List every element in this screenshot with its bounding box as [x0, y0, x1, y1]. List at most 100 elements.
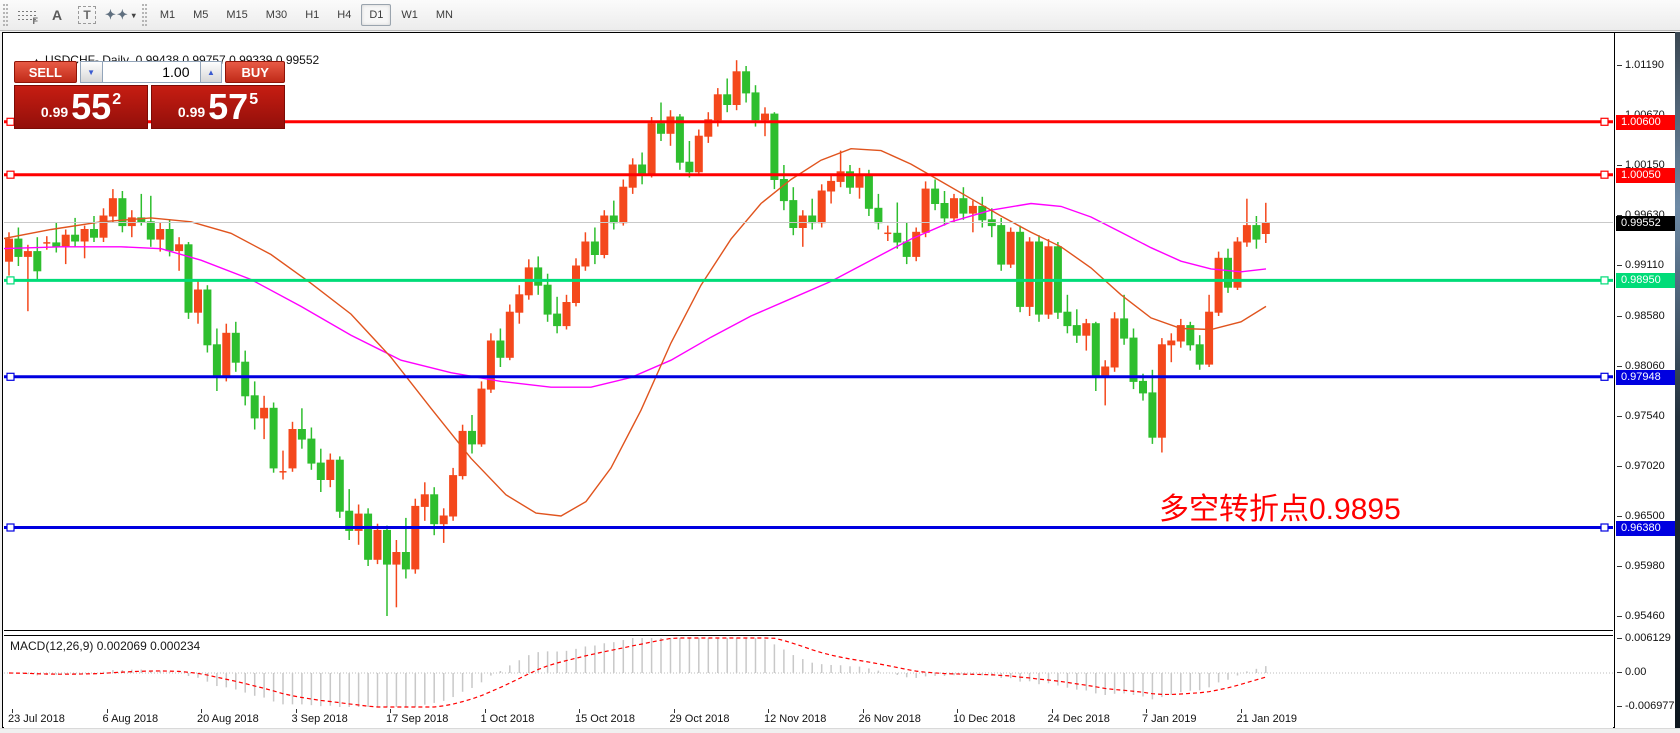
arrows-tool-button[interactable]: ✦✦ ▾: [104, 3, 137, 27]
hline-handle[interactable]: [1600, 170, 1609, 179]
volume-decrease-button[interactable]: ▼: [79, 61, 103, 83]
toolbar-grip-2[interactable]: [141, 4, 147, 26]
candle-body: [515, 294, 524, 313]
candle-body: [108, 198, 117, 217]
buy-price-prefix: 0.99: [177, 104, 206, 120]
candle-body: [307, 438, 316, 464]
hline-handle[interactable]: [1600, 117, 1609, 126]
candle-body: [392, 552, 401, 565]
price-scale[interactable]: 1.011901.006701.001500.996300.991100.985…: [1614, 33, 1676, 728]
buy-price-pip: 5: [249, 91, 259, 108]
candle-body: [902, 241, 911, 257]
hline-handle[interactable]: [1600, 523, 1609, 532]
candle-body: [1205, 311, 1214, 365]
candle-body: [364, 513, 373, 560]
right-edge-strip: [1675, 32, 1680, 733]
macd-scale-tick: [1617, 706, 1622, 707]
timeframe-button-M15[interactable]: M15: [226, 9, 248, 21]
candle-body: [779, 179, 788, 202]
candle-body: [345, 510, 354, 531]
text-tool-button[interactable]: T: [74, 3, 100, 27]
candle-body: [231, 332, 240, 363]
price-tag-1.00050: 1.00050: [1616, 167, 1675, 183]
buy-price-display[interactable]: 0.99 57 5: [151, 85, 285, 129]
candle-body: [326, 459, 335, 481]
date-label: 29 Oct 2018: [669, 713, 730, 725]
candle-body: [798, 215, 807, 228]
volume-increase-button[interactable]: ▲: [199, 61, 223, 83]
candle-body: [297, 429, 306, 440]
macd-scale-tick: [1617, 637, 1622, 639]
candle-body: [657, 123, 665, 134]
chevron-down-icon[interactable]: ▾: [131, 10, 136, 20]
hline-handle[interactable]: [1600, 276, 1609, 285]
candle-body: [685, 161, 694, 173]
candle-body: [137, 217, 146, 223]
candle-body: [165, 229, 174, 252]
sell-price-prefix: 0.99: [40, 104, 69, 120]
toolbar-grip[interactable]: [3, 4, 8, 26]
date-label: 21 Jan 2019: [1236, 713, 1298, 725]
timeframe-button-H4[interactable]: H4: [337, 9, 352, 21]
timeframe-button-D1[interactable]: D1: [361, 4, 392, 26]
hline-handle[interactable]: [6, 170, 15, 179]
sell-price-display[interactable]: 0.99 55 2: [14, 85, 148, 129]
sell-button[interactable]: SELL: [14, 61, 77, 83]
price-tick-mark: [1617, 516, 1622, 517]
timeframe-button-MN[interactable]: MN: [435, 9, 453, 21]
price-tick-label: 0.98580: [1625, 310, 1665, 322]
candle-body: [1063, 311, 1072, 327]
hline-handle[interactable]: [6, 117, 15, 126]
fibonacci-tool-button[interactable]: F: [14, 3, 40, 27]
date-tick-mark: [1146, 709, 1147, 713]
volume-input[interactable]: [102, 61, 200, 83]
candle-body: [61, 234, 70, 248]
candle-body: [420, 494, 429, 507]
hline-handle[interactable]: [6, 523, 15, 532]
timeframe-button-M1[interactable]: M1: [159, 9, 176, 21]
candle-body: [1072, 325, 1081, 336]
hline-handle[interactable]: [6, 372, 15, 381]
candle-body: [675, 116, 684, 163]
macd-panel[interactable]: MACD(12,26,9) 0.002069 0.000234: [4, 635, 1613, 709]
date-tick-mark: [862, 709, 864, 713]
timeframe-button-H1[interactable]: H1: [305, 9, 320, 21]
date-tick-mark: [957, 709, 958, 713]
date-label: 23 Jul 2018: [8, 713, 65, 725]
candle-body: [1139, 380, 1147, 394]
timeframe-button-W1[interactable]: W1: [401, 9, 418, 21]
hline-handle[interactable]: [1600, 372, 1609, 381]
candle-body: [732, 71, 741, 106]
candle-body: [496, 340, 505, 358]
date-label: 1 Oct 2018: [480, 713, 535, 725]
price-tag-1.00600: 1.00600: [1616, 114, 1675, 130]
candle-body: [184, 244, 193, 313]
buy-button[interactable]: BUY: [225, 61, 286, 83]
candle-body: [477, 388, 486, 445]
price-tick-label: 0.99110: [1625, 259, 1664, 271]
main-chart-area[interactable]: ▲USDCHF-,Daily 0.99438 0.99757 0.99339 0…: [4, 34, 1613, 631]
hline-handle[interactable]: [6, 276, 15, 285]
price-tick-label: 0.95980: [1625, 560, 1665, 572]
candle-body: [411, 505, 420, 570]
candle-body: [439, 515, 448, 525]
candle-body: [1157, 344, 1166, 438]
time-axis[interactable]: 23 Jul 2018 6 Aug 2018 20 Aug 2018 3 Sep 20…: [4, 709, 1613, 728]
candle-body: [127, 217, 136, 227]
price-tag-0.96380: 0.96380: [1616, 520, 1675, 536]
price-tick-mark: [1617, 366, 1622, 367]
candle-body: [619, 186, 628, 224]
candle-body: [1101, 366, 1110, 378]
date-tick-mark: [673, 709, 675, 713]
text-label-tool-button[interactable]: A: [44, 3, 70, 27]
candle-body: [1242, 225, 1251, 243]
timeframe-button-M30[interactable]: M30: [265, 9, 288, 21]
sell-price-pip: 2: [112, 91, 122, 108]
candle-body: [590, 241, 599, 255]
date-tick-mark: [12, 709, 13, 713]
text-label-icon: A: [51, 7, 63, 23]
annotation-text[interactable]: 多空转折点0.9895: [1159, 493, 1401, 526]
timeframe-button-M5[interactable]: M5: [193, 9, 209, 21]
date-tick-mark: [579, 709, 580, 713]
candle-body: [931, 188, 940, 205]
